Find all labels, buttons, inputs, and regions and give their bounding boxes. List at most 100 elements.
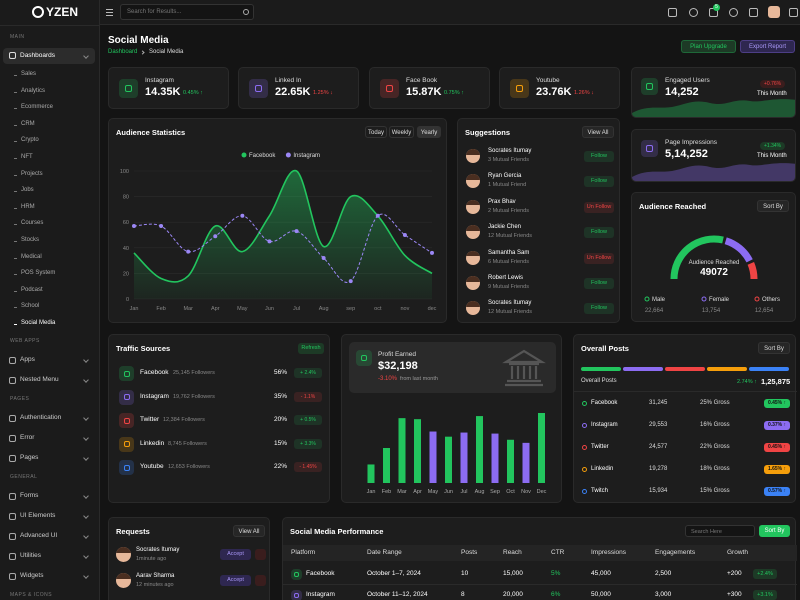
submenu-item[interactable]: Social Media xyxy=(21,320,56,326)
breadcrumb-link[interactable]: Dashboard xyxy=(108,49,138,55)
submenu-item[interactable]: POS System xyxy=(21,270,56,277)
follow-button[interactable]: Un Follow xyxy=(584,252,614,264)
source-change[interactable]: + 0.5% xyxy=(294,415,322,425)
submenu-item[interactable]: Analytics xyxy=(21,87,46,94)
follow-button[interactable]: Un Follow xyxy=(584,201,614,213)
follow-button[interactable]: Follow xyxy=(584,303,614,315)
table-cell: 2,500 xyxy=(655,570,672,577)
column-header: Date Range xyxy=(367,549,402,556)
profit-title: Profit Earned xyxy=(378,351,416,358)
menu-bullet xyxy=(14,324,17,325)
source-change[interactable]: - 1.45% xyxy=(294,462,322,472)
stat-card: Face Book 15.87K 0.75% ↑ xyxy=(369,67,490,109)
submenu-item[interactable]: School xyxy=(21,303,40,310)
view-all-button[interactable]: View All xyxy=(582,126,614,138)
menu-item[interactable]: Apps xyxy=(20,356,35,363)
submenu-item[interactable]: Ecommerce xyxy=(21,104,54,111)
search-box[interactable]: Search Here xyxy=(685,525,755,537)
logo-mark xyxy=(32,6,44,18)
submenu-item[interactable]: Medical xyxy=(21,253,42,260)
menu-item[interactable]: Nested Menu xyxy=(20,376,59,383)
post-gross: 22% Gross xyxy=(700,444,730,450)
source-change[interactable]: + 3.3% xyxy=(294,438,322,449)
growth-badge[interactable]: +3.1% xyxy=(753,590,777,600)
stat-change: 1.26% ↓ xyxy=(574,90,594,96)
post-badge[interactable]: 0.37% ↑ xyxy=(764,421,790,430)
menu-item[interactable]: Forms xyxy=(20,492,39,499)
posts-total: 1,25,875 xyxy=(761,377,791,386)
person-name: Socrates Itumay xyxy=(488,300,532,307)
menu-item[interactable]: Utilities xyxy=(20,552,41,559)
submenu-item[interactable]: Sales xyxy=(21,71,37,77)
menu-item[interactable]: Pages xyxy=(20,454,39,461)
follow-button[interactable]: Follow xyxy=(584,278,614,289)
cart-badge: 5 xyxy=(713,4,720,11)
filter-button[interactable]: Weekly xyxy=(389,126,414,138)
source-change[interactable]: + 2.4% xyxy=(294,368,322,378)
submenu-item[interactable]: Jobs xyxy=(21,187,34,194)
x-tick-label: Dec xyxy=(537,489,547,495)
header-icon[interactable] xyxy=(729,8,738,17)
menu-item[interactable]: UI Elements xyxy=(20,512,56,519)
submenu-item[interactable]: Courses xyxy=(21,220,44,227)
submenu-item[interactable]: NFT xyxy=(21,154,33,160)
header-icon[interactable] xyxy=(749,8,758,17)
delete-button[interactable] xyxy=(255,575,266,586)
menu-item[interactable]: Error xyxy=(20,434,35,441)
avatar xyxy=(466,250,480,265)
filter-button[interactable]: Yearly xyxy=(417,126,441,138)
follow-button[interactable]: Follow xyxy=(584,176,614,188)
delete-button[interactable] xyxy=(255,549,266,560)
accept-button[interactable]: Accept xyxy=(220,549,251,560)
x-tick-label: Apr xyxy=(211,306,220,312)
menu-bullet xyxy=(14,174,17,176)
sort-button[interactable]: Sort By xyxy=(758,342,790,354)
chevron xyxy=(83,377,89,383)
person-friends: 3 Mutual Friends xyxy=(488,157,529,163)
follow-button[interactable]: Follow xyxy=(584,227,614,239)
submenu-item[interactable]: Stocks xyxy=(21,237,40,243)
post-badge[interactable]: 1.65% ↑ xyxy=(764,465,790,474)
header-icon[interactable] xyxy=(668,8,677,17)
header-icon[interactable] xyxy=(789,8,798,17)
performance-card: Social Media Performance Search Here Sort … xyxy=(282,517,797,600)
menu-item[interactable]: Widgets xyxy=(20,572,44,579)
view-all-button[interactable]: View All xyxy=(233,525,265,537)
post-badge[interactable]: 0.45% ↑ xyxy=(764,443,790,452)
submenu-item[interactable]: Crypto xyxy=(21,137,39,144)
post-badge[interactable]: 0.57% ↑ xyxy=(764,487,790,496)
menu-item[interactable]: Authentication xyxy=(20,414,62,421)
filter-button[interactable]: Today xyxy=(365,126,387,138)
sort-button[interactable]: Sort By xyxy=(757,200,789,212)
menu-item[interactable]: Dashboards xyxy=(20,52,56,59)
progress-segment xyxy=(665,367,705,371)
submenu-item[interactable]: HRM xyxy=(21,203,35,210)
metric-icon xyxy=(641,140,658,157)
export-report-button[interactable]: Export Report xyxy=(740,40,795,53)
menu-bullet xyxy=(14,241,17,242)
growth-badge[interactable]: +2.4% xyxy=(753,569,777,579)
search-box[interactable]: Search for Results... xyxy=(120,4,254,20)
source-change[interactable]: - 1.1% xyxy=(294,391,322,402)
table-cell: October 1–7, 2024 xyxy=(367,570,421,577)
bank-illustration xyxy=(502,349,546,387)
refresh-button[interactable]: Refresh xyxy=(298,343,324,354)
menu-item[interactable]: Advanced UI xyxy=(20,532,58,539)
submenu-item[interactable]: Podcast xyxy=(21,286,43,293)
header-icon[interactable] xyxy=(689,8,698,17)
plan-upgrade-button[interactable]: Plan Upgrade xyxy=(681,40,736,53)
stat-name: Youtube xyxy=(536,77,560,84)
chevron xyxy=(83,553,89,559)
sort-button[interactable]: Sort By xyxy=(759,525,790,537)
table-cell: 8 xyxy=(461,591,465,598)
x-tick-label: Jun xyxy=(265,306,274,312)
card-title: Audience Statistics xyxy=(116,128,186,137)
submenu-item[interactable]: CRM xyxy=(21,120,35,127)
follow-button[interactable]: Follow xyxy=(584,151,614,162)
avatar xyxy=(466,276,480,290)
post-badge[interactable]: 0.45% ↑ xyxy=(764,399,790,408)
submenu-item[interactable]: Projects xyxy=(21,170,43,177)
accept-button[interactable]: Accept xyxy=(220,575,251,586)
legend-label: Facebook xyxy=(249,153,276,159)
